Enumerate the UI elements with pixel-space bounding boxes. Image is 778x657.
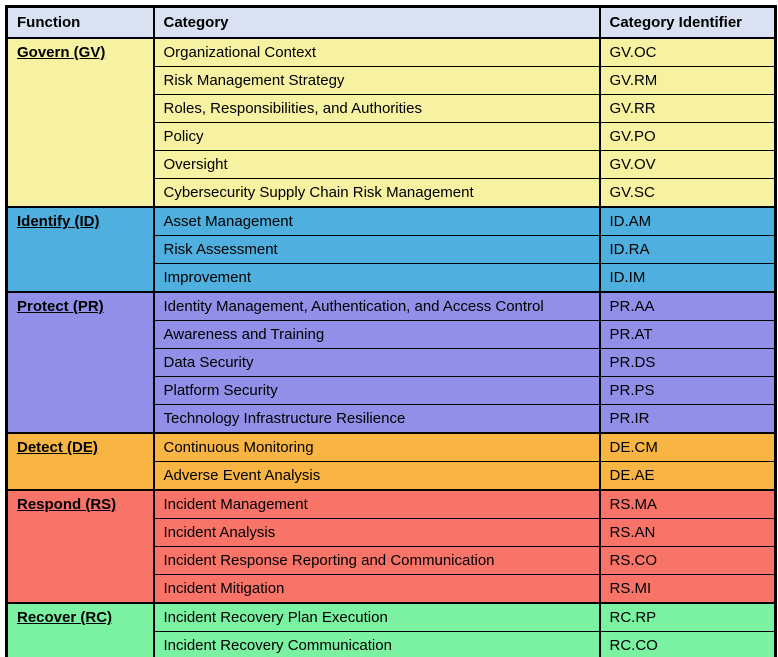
category-identifier-cell: RC.CO [598,631,777,657]
table-row: Improvement ID.IM [7,263,777,293]
function-cell: Identify (ID) [5,206,155,293]
category-identifier-cell: GV.SC [598,178,777,208]
category-identifier-cell: PR.PS [598,376,777,405]
category-cell: Identity Management, Authentication, and… [152,291,601,321]
header-row: Function Category Category Identifier [5,6,777,39]
table-row: Recover (RC) Incident Recovery Plan Execu… [5,602,777,657]
category-cell: Risk Assessment [152,235,601,264]
category-cell: Platform Security [152,376,601,405]
category-identifier-cell: GV.RM [598,66,777,95]
category-cell: Incident Management [152,489,601,519]
table-row: Protect (PR) Identity Management, Authent… [5,291,777,434]
category-identifier-cell: GV.OC [598,37,777,67]
function-cell: Detect (DE) [5,432,155,491]
category-identifier-cell: RS.MA [598,489,777,519]
table-row: Policy GV.PO [7,122,777,151]
category-cell: Incident Response Reporting and Communic… [152,546,601,575]
category-cell: Awareness and Training [152,320,601,349]
table-row: Govern (GV) Organizational Context GV.OC [5,37,777,208]
category-identifier-cell: RS.AN [598,518,777,547]
csf-functions-categories-table: Function Category Category Identifier Go… [5,5,777,657]
header-function: Function [5,6,155,39]
category-identifier-cell: ID.IM [598,263,777,293]
table-row: Incident Analysis RS.AN [7,518,777,547]
category-cell: Incident Mitigation [152,574,601,604]
category-identifier-cell: PR.IR [598,404,777,434]
table-body: Govern (GV) Organizational Context GV.OC Ri… [5,37,777,657]
table-row: Incident Mitigation RS.MI [7,574,777,604]
table-row: Detect (DE) Continuous Monitoring DE.CM [5,432,777,491]
category-cell: Incident Recovery Communication [152,631,601,657]
table-row: Technology Infrastructure Resilience PR.I… [7,404,777,434]
category-cell: Policy [152,122,601,151]
table-row: Respond (RS) Incident Management RS.MA [5,489,777,604]
category-cell: Adverse Event Analysis [152,461,601,491]
category-cell: Roles, Responsibilities, and Authorities [152,94,601,123]
category-cell: Improvement [152,263,601,293]
function-cell: Respond (RS) [5,489,155,604]
category-cell: Incident Recovery Plan Execution [152,602,601,632]
header-category: Category [152,6,601,39]
table-row: Incident Response Reporting and Communic… [7,546,777,575]
table-row: Oversight GV.OV [7,150,777,179]
category-cell: Oversight [152,150,601,179]
category-identifier-cell: GV.RR [598,94,777,123]
function-cell: Govern (GV) [5,37,155,208]
category-cell: Continuous Monitoring [152,432,601,462]
table-row: Incident Recovery Communication RC.CO [7,631,777,657]
category-identifier-cell: DE.CM [598,432,777,462]
category-cell: Organizational Context [152,37,601,67]
category-identifier-cell: PR.DS [598,348,777,377]
table-row: Risk Management Strategy GV.RM [7,66,777,95]
category-identifier-cell: ID.RA [598,235,777,264]
function-cell: Recover (RC) [5,602,155,657]
table-header: Function Category Category Identifier [5,6,777,39]
table-row: Cybersecurity Supply Chain Risk Manageme… [7,178,777,208]
header-category-identifier: Category Identifier [598,6,777,39]
table-row: Awareness and Training PR.AT [7,320,777,349]
category-cell: Incident Analysis [152,518,601,547]
category-identifier-cell: GV.PO [598,122,777,151]
category-identifier-cell: PR.AA [598,291,777,321]
table-row: Platform Security PR.PS [7,376,777,405]
category-identifier-cell: RS.CO [598,546,777,575]
category-identifier-cell: ID.AM [598,206,777,236]
table-row: Risk Assessment ID.RA [7,235,777,264]
category-identifier-cell: DE.AE [598,461,777,491]
category-cell: Data Security [152,348,601,377]
category-cell: Asset Management [152,206,601,236]
category-identifier-cell: RC.RP [598,602,777,632]
category-cell: Technology Infrastructure Resilience [152,404,601,434]
function-cell: Protect (PR) [5,291,155,434]
table-row: Identify (ID) Asset Management ID.AM [5,206,777,293]
category-cell: Risk Management Strategy [152,66,601,95]
category-identifier-cell: GV.OV [598,150,777,179]
category-identifier-cell: RS.MI [598,574,777,604]
category-identifier-cell: PR.AT [598,320,777,349]
category-cell: Cybersecurity Supply Chain Risk Manageme… [152,178,601,208]
table-row: Adverse Event Analysis DE.AE [7,461,777,491]
